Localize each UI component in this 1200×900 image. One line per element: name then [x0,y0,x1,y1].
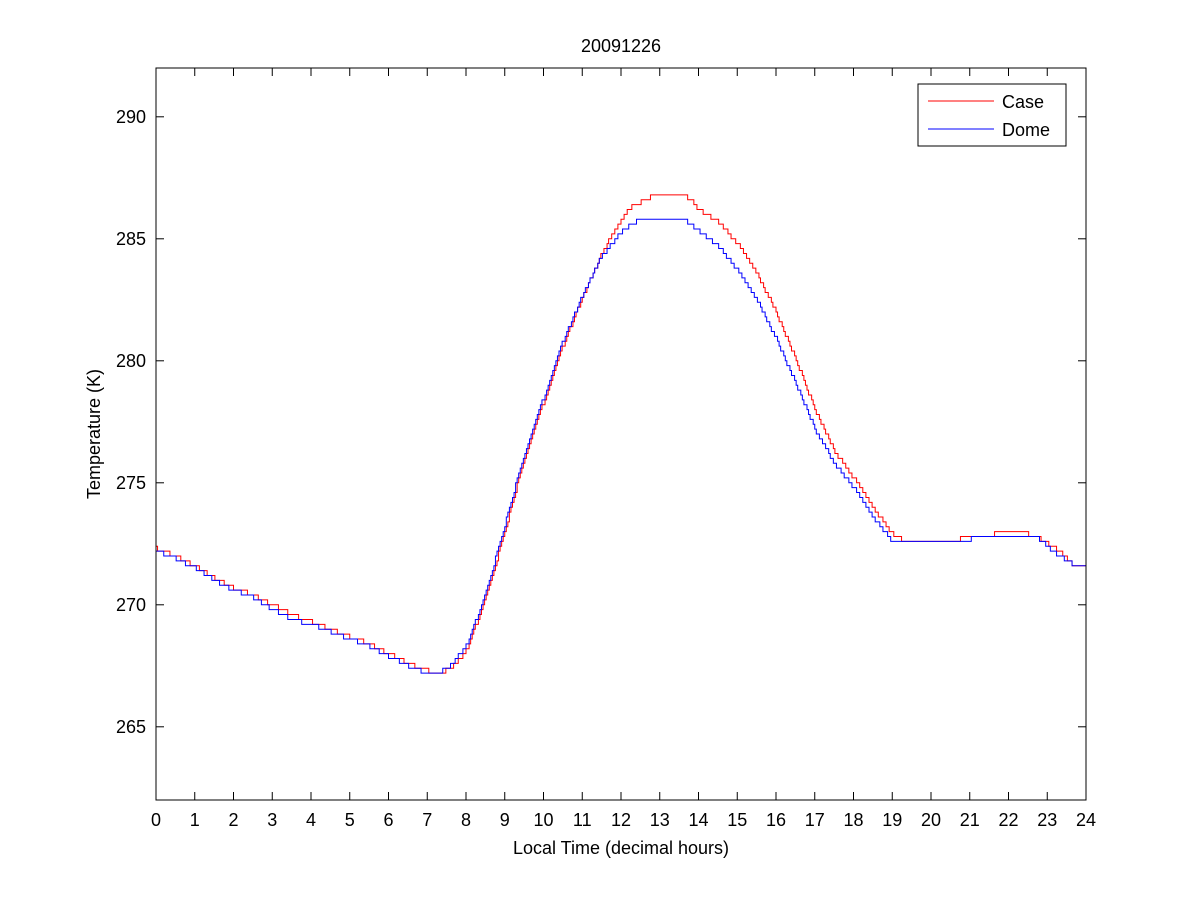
x-tick-label: 4 [306,810,316,830]
x-tick-label: 20 [921,810,941,830]
x-tick-label: 8 [461,810,471,830]
x-tick-label: 16 [766,810,786,830]
x-tick-label: 12 [611,810,631,830]
x-tick-label: 9 [500,810,510,830]
x-tick-label: 5 [345,810,355,830]
x-tick-label: 21 [960,810,980,830]
plot-frame [155,67,1087,801]
series-line-case [156,194,1086,674]
x-tick-label: 23 [1037,810,1057,830]
x-axis-ticks: 0 1 2 3 4 5 6 7 8 9 10 11 12 13 14 15 16 17 18 19 20 21 22 23 24 [151,68,1096,830]
x-tick-label: 3 [267,810,277,830]
series-line-dome [156,218,1086,674]
series-lines [156,194,1086,674]
x-axis-label: Local Time (decimal hours) [513,838,729,858]
x-tick-label: 2 [228,810,238,830]
x-tick-label: 19 [882,810,902,830]
y-tick-label: 290 [116,107,146,127]
chart-title: 20091226 [581,36,661,56]
legend-box [917,83,1067,147]
legend: Case Dome [917,83,1067,147]
y-axis-ticks: 265 270 275 280 285 290 [116,107,1086,737]
x-tick-label: 14 [688,810,708,830]
x-tick-label: 18 [843,810,863,830]
x-tick-label: 0 [151,810,161,830]
y-tick-label: 285 [116,229,146,249]
x-tick-label: 11 [573,810,592,830]
x-tick-label: 1 [190,810,200,830]
x-tick-label: 22 [998,810,1018,830]
x-tick-label: 13 [650,810,670,830]
y-tick-label: 265 [116,717,146,737]
legend-label-dome: Dome [1002,120,1050,140]
plot-area [156,68,1086,800]
x-tick-label: 10 [533,810,553,830]
y-tick-label: 275 [116,473,146,493]
x-tick-label: 6 [383,810,393,830]
y-tick-label: 270 [116,595,146,615]
x-tick-label: 15 [727,810,747,830]
x-tick-label: 7 [422,810,432,830]
y-tick-label: 280 [116,351,146,371]
x-tick-label: 17 [805,810,825,830]
x-tick-label: 24 [1076,810,1096,830]
legend-label-case: Case [1002,92,1044,112]
y-axis-label: Temperature (K) [84,369,104,499]
